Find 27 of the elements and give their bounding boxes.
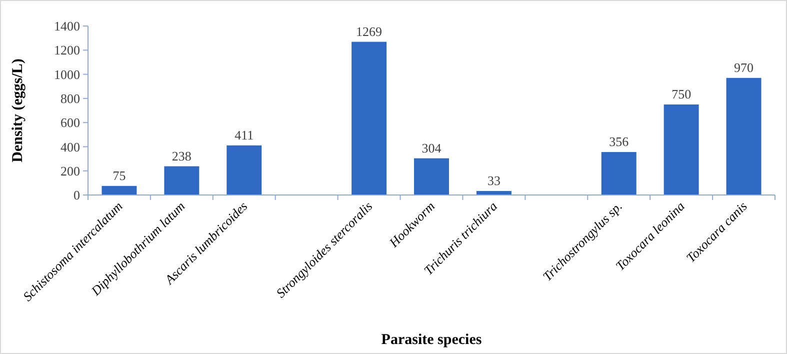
data-label: 1269 <box>356 24 382 39</box>
bar <box>226 145 262 195</box>
data-label: 970 <box>734 60 754 75</box>
y-tick-label: 0 <box>74 188 80 203</box>
data-label: 304 <box>422 140 442 156</box>
y-axis-title: Density (eggs/L) <box>10 58 26 162</box>
bar <box>164 166 200 195</box>
bar <box>102 186 137 195</box>
data-label: 411 <box>234 127 254 142</box>
bar <box>352 42 387 195</box>
y-tick-label: 1200 <box>54 42 80 58</box>
data-label: 750 <box>672 86 692 102</box>
bar <box>601 152 636 195</box>
y-tick-label: 200 <box>60 163 80 178</box>
bar <box>414 158 449 195</box>
y-tick-label: 600 <box>60 115 80 130</box>
bar <box>664 104 699 195</box>
y-tick-label: 1000 <box>54 66 80 82</box>
data-label: 356 <box>609 134 630 150</box>
data-label: 33 <box>487 173 500 188</box>
data-label: 75 <box>112 168 126 183</box>
bar <box>726 78 762 195</box>
y-tick-label: 400 <box>60 139 80 154</box>
y-tick-label: 800 <box>60 90 80 106</box>
x-axis-title: Parasite species <box>381 332 482 348</box>
data-label: 238 <box>172 148 192 164</box>
y-tick-label: 1400 <box>54 18 80 34</box>
